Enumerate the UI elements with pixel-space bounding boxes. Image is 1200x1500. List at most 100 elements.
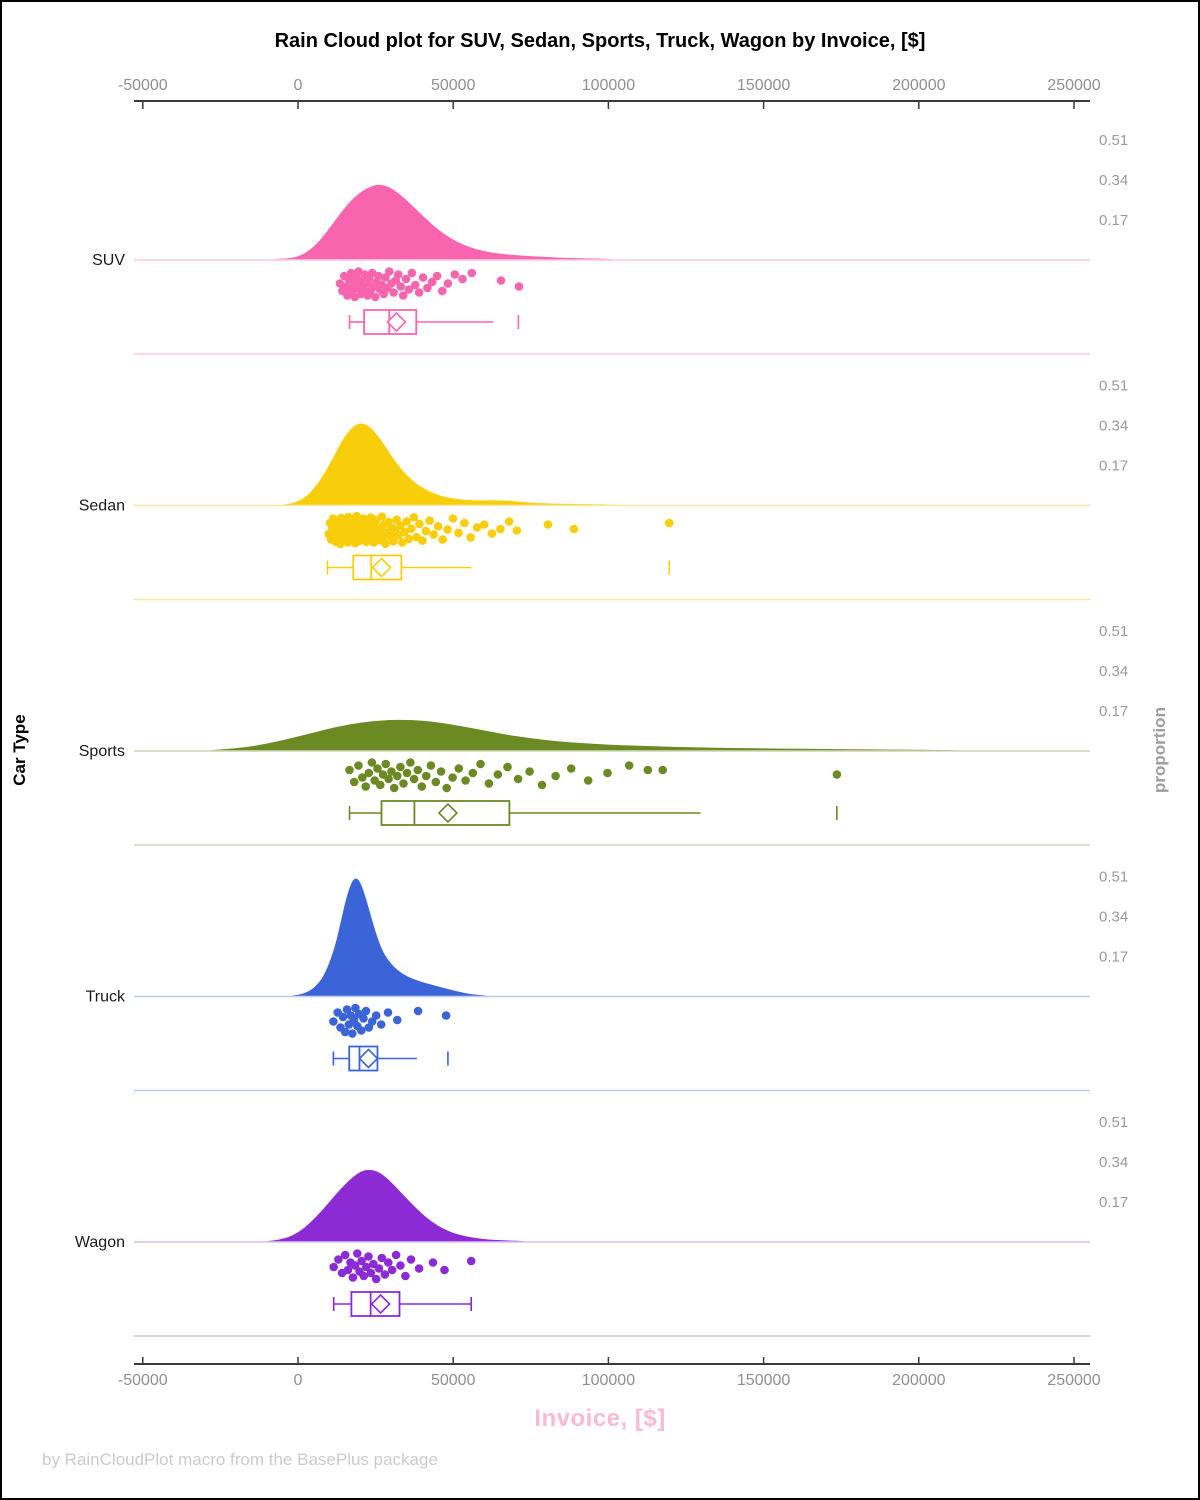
wagon-rain-point xyxy=(387,1265,397,1275)
truck-rain-point xyxy=(413,1006,423,1016)
sedan-rain-point xyxy=(438,535,447,544)
x-axis-tick-label-top: 200000 xyxy=(892,77,945,94)
sports-rain-point xyxy=(503,762,512,772)
x-axis-tick-label-top: 0 xyxy=(294,77,303,94)
proportion-tick-label: 0.51 xyxy=(1099,869,1128,886)
x-axis-tick-label-bottom: 0 xyxy=(294,1372,303,1389)
suv-rain-point xyxy=(427,277,437,287)
wagon-rain-point xyxy=(391,1250,401,1260)
wagon-rain-point xyxy=(364,1252,373,1261)
sports-rain-point xyxy=(358,773,367,782)
proportion-tick-label: 0.51 xyxy=(1099,623,1128,640)
wagon-rain-point xyxy=(380,1270,390,1279)
sports-rain-point xyxy=(513,774,523,784)
sports-rain-point xyxy=(413,765,423,775)
wagon-rain-point xyxy=(343,1265,353,1275)
truck-rain-point xyxy=(361,1006,371,1016)
truck-rain-point xyxy=(338,1012,348,1022)
sports-rain-point xyxy=(551,771,560,781)
sedan-rain-point xyxy=(396,521,405,530)
truck-rain-point xyxy=(383,1008,393,1017)
sedan-mean-diamond xyxy=(371,557,392,578)
suv-rain-point xyxy=(411,280,420,290)
category-label-wagon: Wagon xyxy=(75,1234,125,1251)
sports-rain-point xyxy=(537,780,547,790)
sports-rain-point xyxy=(448,773,457,782)
sports-rain-point xyxy=(603,768,612,778)
x-axis-tick-label-bottom: 100000 xyxy=(582,1372,635,1389)
suv-rain-point xyxy=(514,282,524,291)
sedan-rain-point xyxy=(664,518,674,528)
suv-rain-point xyxy=(398,291,408,300)
sedan-rain-point xyxy=(409,513,419,522)
sports-rain-point xyxy=(409,774,419,784)
sports-rain-point xyxy=(461,776,470,785)
sedan-rain-point xyxy=(512,526,522,535)
sports-rain-point xyxy=(431,777,441,787)
sports-rain-point xyxy=(389,783,399,793)
sports-rain-point xyxy=(484,779,494,788)
wagon-rain-point xyxy=(440,1265,449,1275)
sedan-rain-point xyxy=(487,529,497,538)
proportion-tick-label: 0.17 xyxy=(1099,458,1128,475)
wagon-rain-point xyxy=(366,1268,376,1278)
sports-rain-point xyxy=(349,777,359,787)
x-axis-tick-label-top: 150000 xyxy=(737,77,790,94)
sedan-rain-point xyxy=(398,538,407,547)
sports-rain-point xyxy=(468,768,478,778)
truck-rain-point xyxy=(393,1015,402,1025)
wagon-rain-point xyxy=(329,1262,339,1272)
footer-credit: by RainCloudPlot macro from the BasePlus… xyxy=(42,1450,438,1469)
suv-rain-point xyxy=(458,274,467,284)
suv-rain-point xyxy=(418,273,428,282)
sports-rain-point xyxy=(658,765,667,775)
x-axis-tick-label-bottom: 50000 xyxy=(431,1372,476,1389)
truck-rain-point xyxy=(357,1026,366,1035)
category-label-sedan: Sedan xyxy=(79,498,125,515)
sedan-rain-point xyxy=(404,534,414,544)
suv-rain-point xyxy=(396,282,406,291)
sedan-density-area xyxy=(282,423,621,505)
sports-rain-point xyxy=(417,782,427,791)
sedan-rain-point xyxy=(454,528,463,538)
x-axis-tick-label-top: -50000 xyxy=(118,77,168,94)
sedan-rain-point xyxy=(569,524,579,534)
wagon-rain-point xyxy=(377,1253,387,1263)
sedan-rain-point xyxy=(389,537,398,546)
sports-rain-point xyxy=(442,783,452,793)
sedan-rain-point xyxy=(496,524,505,534)
sports-rain-point xyxy=(624,761,634,770)
wagon-rain-point xyxy=(384,1258,393,1267)
suv-rain-point xyxy=(404,285,414,294)
proportion-tick-label: 0.34 xyxy=(1099,418,1128,435)
suv-rain-point xyxy=(371,292,380,302)
truck-density-area xyxy=(291,878,488,996)
proportion-tick-label: 0.17 xyxy=(1099,1194,1128,1211)
sports-rain-point xyxy=(354,761,363,770)
sedan-rain-point xyxy=(400,527,409,537)
sports-rain-point xyxy=(396,762,405,772)
y-axis-title: Car Type xyxy=(10,714,29,786)
sedan-rain-point xyxy=(377,512,387,521)
sedan-rain-point xyxy=(472,523,482,532)
sports-rain-point xyxy=(384,774,393,784)
sports-rain-point xyxy=(402,768,412,778)
truck-rain-point xyxy=(371,1011,381,1020)
proportion-tick-label: 0.17 xyxy=(1099,703,1128,720)
wagon-rain-point xyxy=(428,1258,438,1267)
sports-mean-diamond xyxy=(437,802,459,824)
sports-rain-point xyxy=(376,780,385,790)
truck-mean-diamond xyxy=(358,1048,379,1069)
proportion-tick-label: 0.34 xyxy=(1099,663,1128,680)
sedan-rain-point xyxy=(443,525,452,534)
wagon-rain-point xyxy=(362,1262,371,1272)
wagon-rain-point xyxy=(466,1256,476,1266)
truck-rain-point xyxy=(359,1014,368,1023)
wagon-rain-point xyxy=(406,1255,416,1264)
proportion-tick-label: 0.34 xyxy=(1099,1154,1128,1171)
suv-rain-point xyxy=(450,270,460,279)
sedan-rain-point xyxy=(479,520,489,529)
sports-rain-point xyxy=(373,764,382,773)
